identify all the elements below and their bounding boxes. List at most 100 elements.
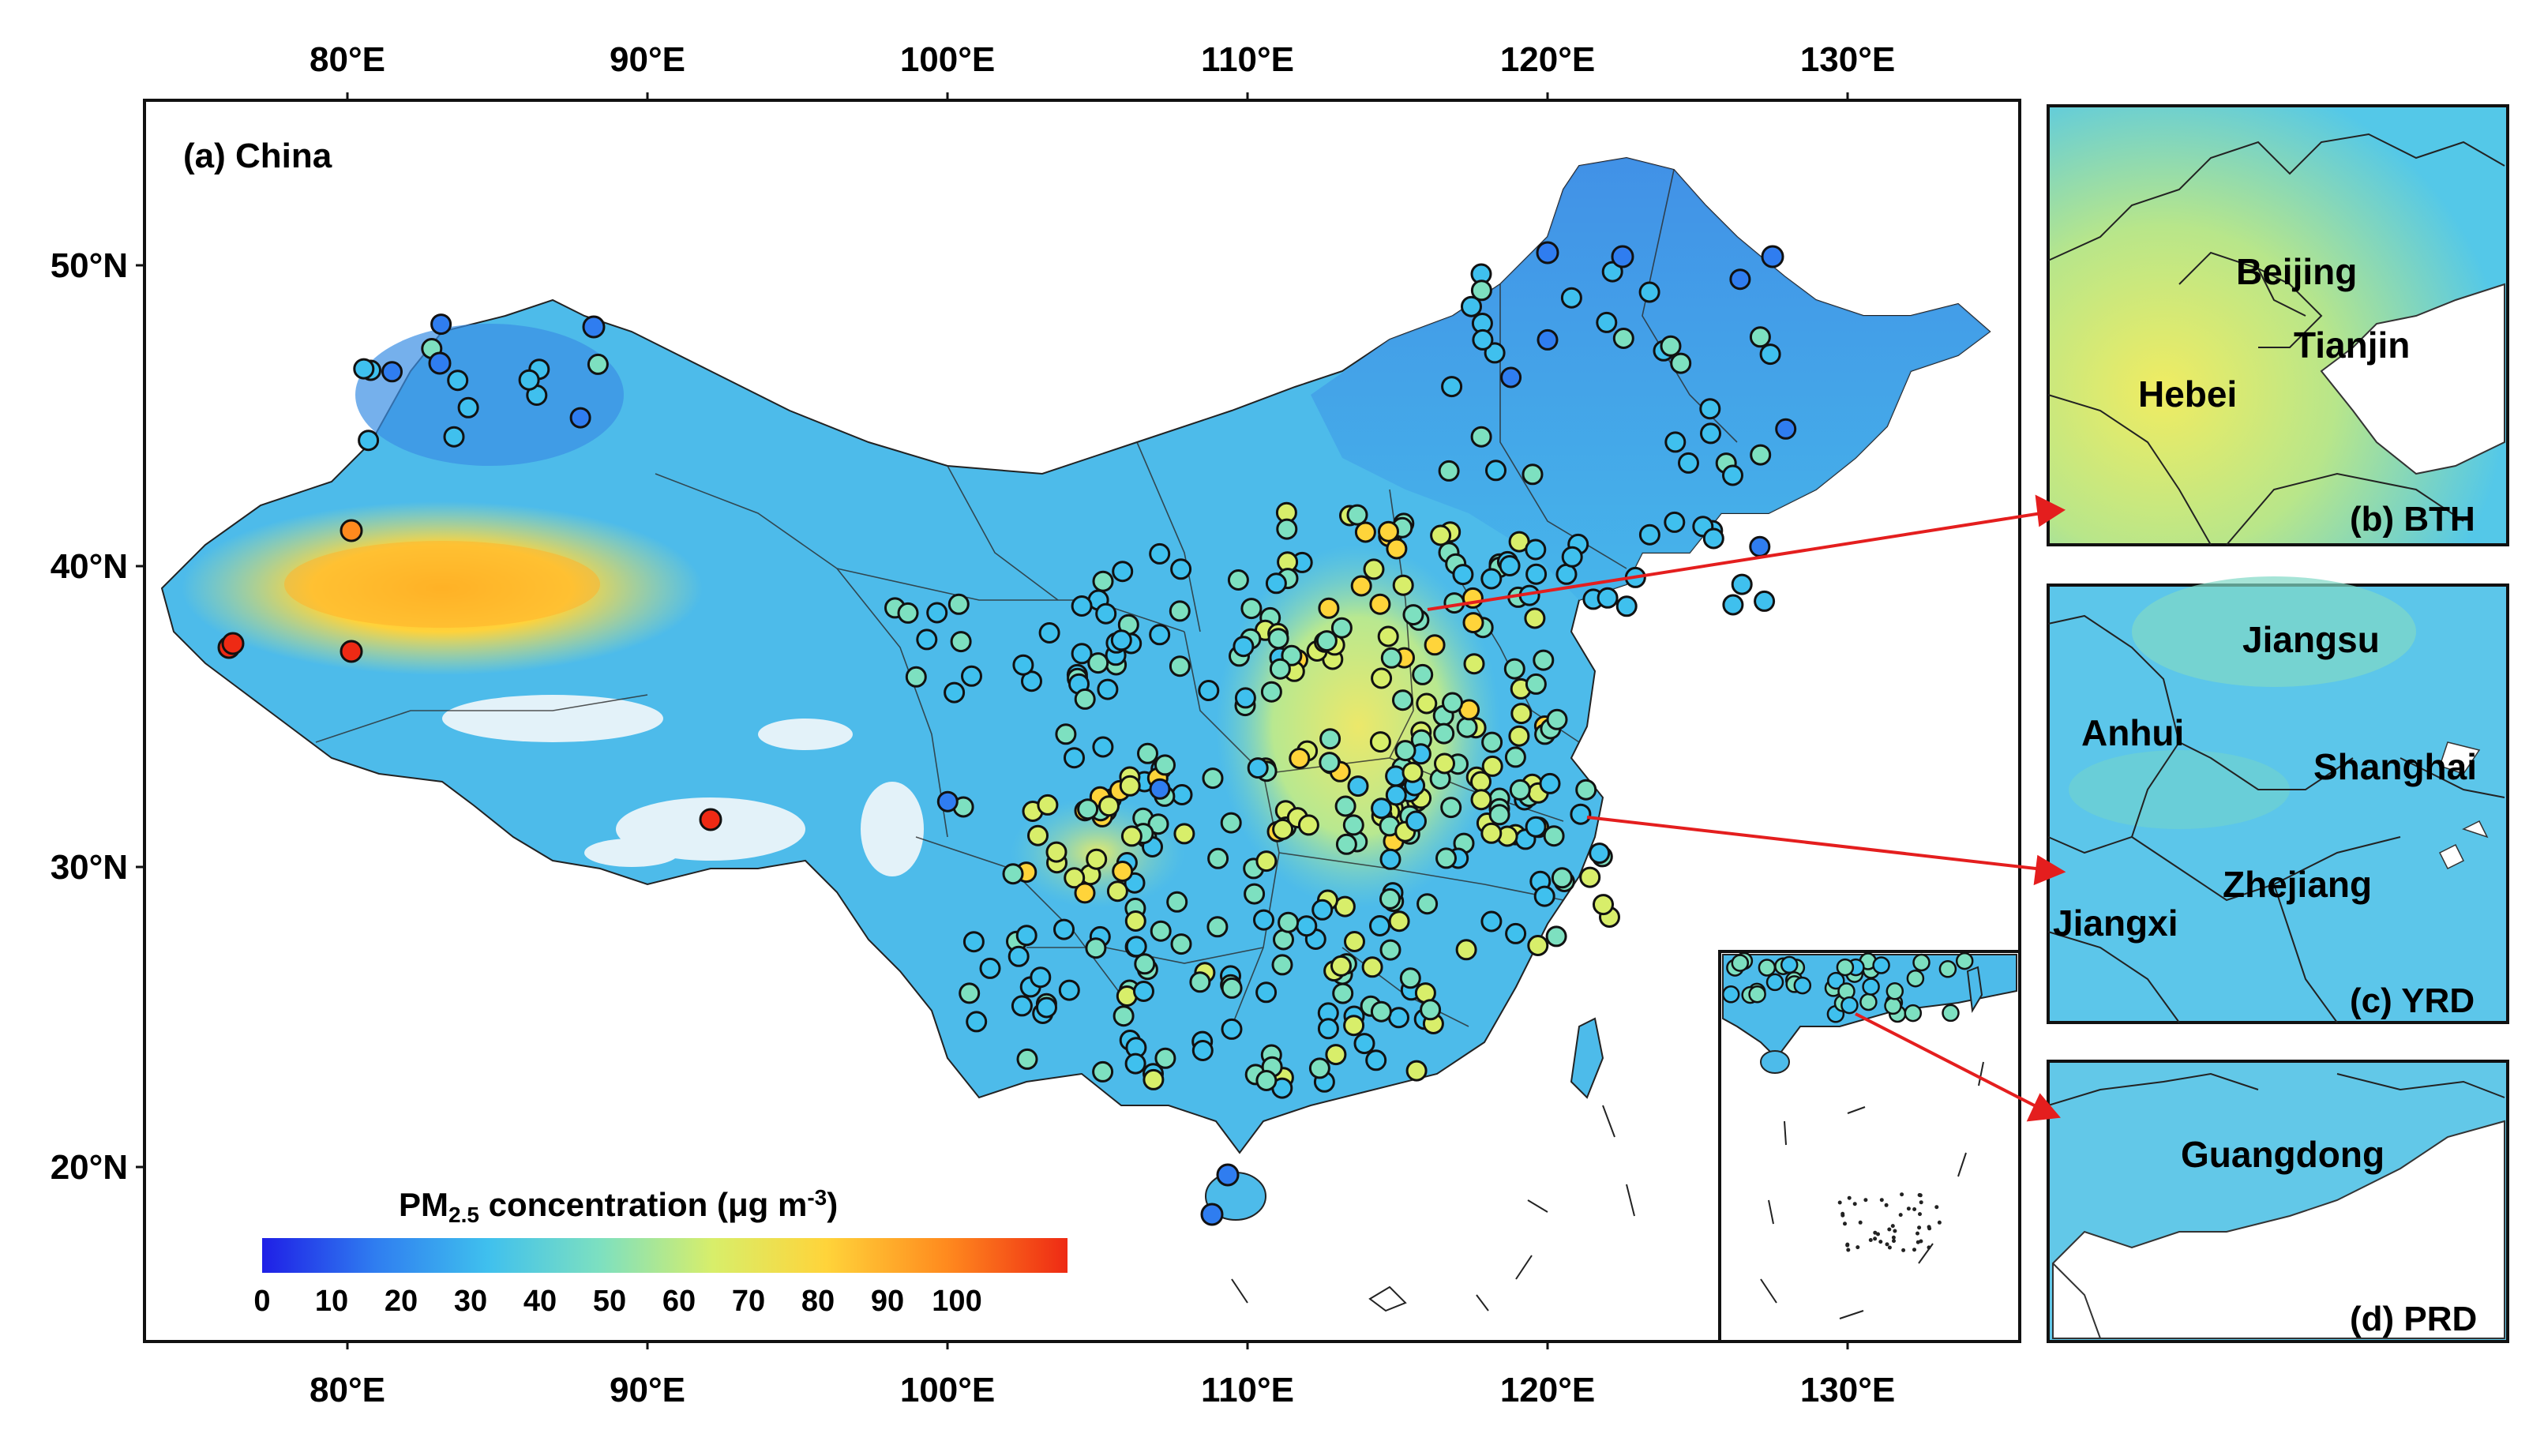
station-marker [1430,524,1452,546]
inset-island-dot [1873,1230,1878,1235]
callout-arrows [1427,494,2066,1122]
station-marker [1416,893,1439,915]
place-shanghai: Shanghai [2313,746,2477,787]
station-marker [1481,731,1503,753]
arrow-to-bth-head [2035,494,2066,527]
station-marker [1462,612,1484,634]
station-marker [1470,789,1492,811]
station-marker [428,351,452,375]
station-marker [1335,833,1357,855]
inset-island-dot [1885,1242,1889,1247]
inset-dash-lines [1760,1061,1984,1319]
inset-island-dot [1918,1212,1922,1217]
x-tick-bottom: 110°E [1201,1371,1294,1409]
station-marker [1405,1060,1428,1082]
station-marker [1611,245,1634,268]
south-sea-islands [1231,1105,1635,1312]
station-marker [1110,629,1132,651]
station-marker [1612,328,1634,349]
station-marker [1412,663,1434,685]
station-marker [1664,511,1686,533]
station-marker [1435,847,1457,869]
station-marker [1133,981,1154,1002]
station-marker [1087,652,1109,674]
station-marker [1053,918,1075,940]
station-marker [353,358,375,380]
station-marker [1551,867,1573,889]
station-marker [1342,814,1364,836]
inset-station-marker [1721,985,1740,1004]
station-marker [1092,1060,1114,1083]
station-marker [1198,680,1220,701]
station-marker [1505,922,1527,944]
station-marker [1722,594,1744,616]
colorbar-tick: 40 [523,1285,557,1318]
station-marker [1154,754,1176,776]
station-marker [1220,812,1242,834]
station-marker [1120,825,1143,847]
station-marker [1456,716,1478,738]
station-marker [1499,555,1521,576]
station-marker [1424,634,1446,656]
y-tick: 50°N [51,246,128,285]
station-marker [1442,692,1463,714]
inset-station-marker [1884,996,1902,1015]
station-marker [1664,431,1687,453]
station-marker [944,681,966,704]
inset-island-dot [1843,1221,1847,1226]
station-marker [1561,546,1583,568]
inset-stations [1721,951,1974,1023]
inset-island-dot [1876,1232,1880,1236]
inset-island-dot [1846,1248,1851,1252]
arrow-to-yrd-head [2033,854,2066,886]
station-marker [1500,366,1522,388]
station-marker [381,361,403,383]
station-marker [1392,574,1414,596]
station-marker [1007,945,1030,967]
inset-station-marker [1836,958,1855,977]
station-marker [1539,772,1561,794]
station-marker [926,602,948,624]
inset-station-marker [1765,973,1784,992]
station-marker [1253,909,1274,931]
arrow-to-bth [1427,510,2052,611]
panel-yrd-label: (c) YRD [2350,981,2475,1020]
taklimakan-core [284,541,600,628]
station-marker [1601,261,1623,283]
x-tick-top: 120°E [1500,40,1595,79]
station-marker [1638,523,1660,546]
station-marker [1113,1005,1135,1027]
station-marker [1731,573,1753,595]
panel-yrd-hotspot [2132,576,2416,687]
station-marker [1416,692,1438,715]
inset-island-dot [1884,1203,1889,1207]
colorbar-tick: 50 [593,1285,626,1318]
station-marker [1002,863,1024,885]
x-tick-top: 80°E [310,40,385,79]
station-marker [1388,910,1410,933]
station-marker [1702,527,1724,550]
station-marker [1027,824,1049,846]
station-marker [1638,281,1660,303]
station-marker [1071,595,1093,617]
inset-station-marker [1748,985,1766,1004]
station-marker [936,790,959,812]
station-marker [1722,464,1743,486]
inset-island-dot [1890,1224,1895,1229]
inset-island-dot [1917,1193,1922,1197]
arrow-to-yrd [1586,816,2051,872]
station-marker [1729,268,1751,291]
station-marker [1488,804,1510,826]
station-marker [1319,728,1341,750]
colorbar-tick: 0 [253,1285,270,1318]
station-marker [1064,867,1086,889]
station-marker [1589,842,1611,865]
inset-island-dot [1919,1200,1923,1205]
inset-island-dot [1934,1205,1939,1210]
station-marker [1097,678,1119,700]
station-marker [457,396,479,418]
inset-island-dot [1852,1202,1857,1206]
station-marker [1440,797,1462,819]
inset-island-dot [1855,1245,1860,1250]
inset-island-dot [1912,1248,1916,1252]
